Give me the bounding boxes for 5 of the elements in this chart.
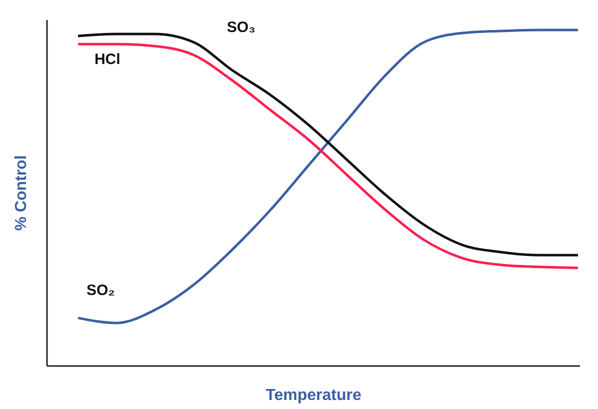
- series-label: SO₂: [86, 282, 115, 299]
- y-axis-title: % Control: [13, 155, 30, 231]
- x-axis-title: Temperature: [266, 387, 362, 404]
- series-label: SO₃: [226, 18, 256, 36]
- series-label: HCl: [94, 51, 120, 68]
